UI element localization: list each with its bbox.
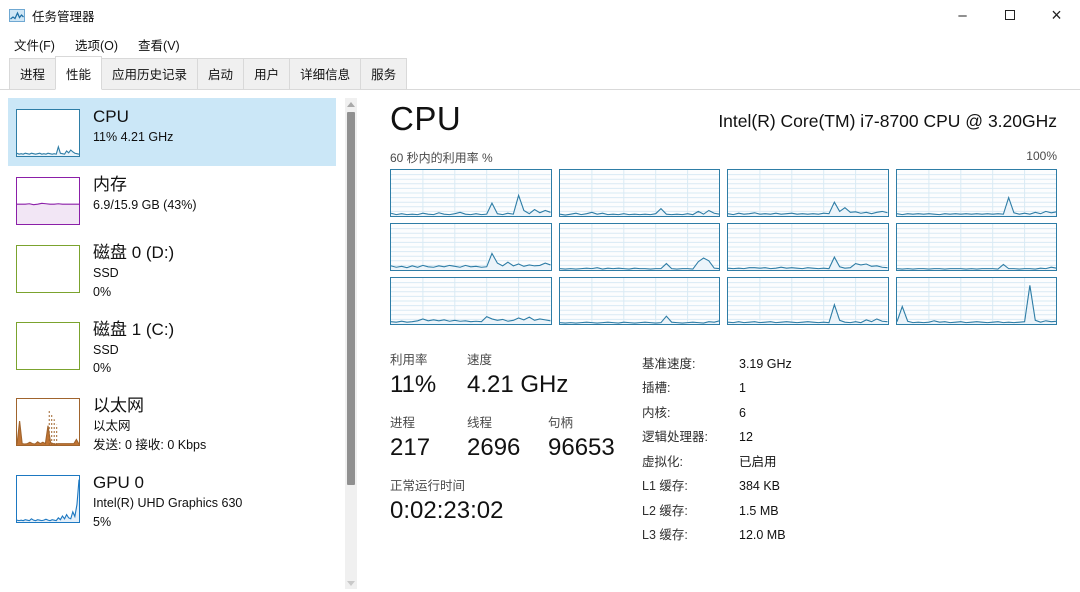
stat-句柄: 句柄 96653 [548,415,615,461]
sidebar-item-disk0[interactable]: 磁盘 0 (D:) SSD 0% [8,234,336,311]
menu-bar: 文件(F) 选项(O) 查看(V) [0,30,1080,59]
cpu-primary-stats: 利用率 11% 速度 4.21 GHz 进程 217 线程 2696 句柄 96653 正常运行时间… [390,349,642,548]
per-core-usage-charts [390,168,1057,325]
sidebar-thumbnail-chart [16,109,80,157]
sidebar-item-subtitle: 0% [93,361,112,376]
sidebar-item-title: 磁盘 0 (D:) [93,243,175,262]
sidebar-thumbnail-chart [16,245,80,293]
sidebar-item-subtitle: SSD [93,342,119,357]
chart-axis-label-left: 60 秒内的利用率 % [390,150,493,165]
sidebar-item-subtitle: 6.9/15.9 GB (43%) [93,198,197,213]
sidebar-item-title: CPU [93,107,129,126]
tab-3[interactable]: 启动 [197,58,245,90]
performance-sidebar: CPU 11% 4.21 GHz 内存 6.9/15.9 GB (43%) 磁盘… [0,90,360,592]
chart-axis-label-right: 100% [1026,148,1057,163]
tab-1[interactable]: 性能 [55,56,103,90]
scrollbar-down-icon[interactable] [345,577,357,589]
core-usage-chart-0 [390,168,552,217]
window-title: 任务管理器 [32,9,95,24]
tab-0[interactable]: 进程 [9,58,57,90]
core-usage-chart-9 [558,276,720,325]
core-usage-chart-10 [727,276,889,325]
scrollbar-up-icon[interactable] [345,98,357,110]
minimize-icon[interactable]: – [958,6,967,24]
sidebar-thumbnail-chart [16,398,80,447]
tab-bar: 进程 性能 应用历史记录 启动 用户 详细信息 服务 [0,56,1080,90]
menu-item-2[interactable]: 查看(V) [138,39,180,53]
core-usage-chart-5 [558,222,720,271]
core-usage-chart-2 [727,168,889,217]
sidebar-item-gpu0[interactable]: GPU 0 Intel(R) UHD Graphics 630 5% [8,464,336,541]
sidebar-item-subtitle: 11% 4.21 GHz [93,130,174,145]
cpu-model-name: Intel(R) Core(TM) i7-8700 CPU @ 3.20GHz [718,110,1057,131]
menu-item-1[interactable]: 选项(O) [74,39,119,53]
title-bar: 任务管理器 – × [0,0,1080,30]
sidebar-item-title: 磁盘 1 (C:) [93,319,175,339]
window-controls: – × [939,0,1080,30]
sidebar-item-title: 以太网 [93,396,144,416]
cpu-secondary-stats: 基准速度: 3.19 GHz 插槽: 1 内核: 6 逻辑处理器: 12 虚拟化: 已启用 L1 缓… [642,349,792,548]
menu-item-0[interactable]: 文件(F) [14,39,55,53]
tab-5[interactable]: 详细信息 [289,58,362,90]
sidebar-item-memory[interactable]: 内存 6.9/15.9 GB (43%) [8,166,336,234]
stat-线程: 线程 2696 [467,415,521,461]
content-area: CPU 11% 4.21 GHz 内存 6.9/15.9 GB (43%) 磁盘… [0,90,1080,592]
stat-利用率: 利用率 11% [390,352,437,398]
app-icon [9,8,25,22]
spec-row: 逻辑处理器: 12 [642,430,753,445]
sidebar-item-subtitle: Intel(R) UHD Graphics 630 [93,495,243,510]
core-usage-chart-1 [558,168,720,217]
spec-row: L1 缓存: 384 KB [642,479,781,494]
sidebar-thumbnail-chart [16,321,80,370]
sidebar-item-subtitle: SSD [93,266,119,281]
page-title: CPU [390,100,462,137]
scrollbar-thumb[interactable] [347,112,355,486]
sidebar-item-subtitle: 5% [93,514,112,529]
core-usage-chart-3 [895,168,1057,217]
tab-4[interactable]: 用户 [243,58,291,90]
core-usage-chart-11 [895,276,1057,325]
sidebar-item-subtitle: 0% [93,284,112,299]
core-usage-chart-8 [390,276,552,325]
tab-2[interactable]: 应用历史记录 [101,58,199,90]
core-usage-chart-6 [727,222,889,271]
spec-row: 内核: 6 [642,405,746,420]
spec-row: L3 缓存: 12.0 MB [642,528,786,543]
cpu-detail-panel: CPU Intel(R) Core(TM) i7-8700 CPU @ 3.20… [360,90,1080,592]
sidebar-thumbnail-chart [16,177,80,225]
sidebar-item-title: GPU 0 [93,472,145,492]
core-usage-chart-4 [390,222,552,271]
spec-row: 基准速度: 3.19 GHz [642,356,792,371]
sidebar-item-disk1[interactable]: 磁盘 1 (C:) SSD 0% [8,311,336,388]
stat-进程: 进程 217 [390,415,431,461]
spec-row: 插槽: 1 [642,381,746,396]
stat-正常运行时间: 正常运行时间 0:02:23:02 [390,478,504,524]
tab-6[interactable]: 服务 [360,58,408,90]
maximize-icon[interactable] [986,0,1033,30]
core-usage-chart-7 [895,222,1057,271]
stat-速度: 速度 4.21 GHz [467,352,569,398]
spec-row: 虚拟化: 已启用 [642,454,777,469]
sidebar-item-title: 内存 [93,175,127,194]
sidebar-scrollbar[interactable] [345,98,357,589]
spec-row: L2 缓存: 1.5 MB [642,503,779,518]
sidebar-item-cpu[interactable]: CPU 11% 4.21 GHz [8,98,336,166]
sidebar-item-subtitle: 以太网 [93,419,131,434]
close-icon[interactable]: × [1051,4,1062,25]
sidebar-item-subtitle: 发送: 0 接收: 0 Kbps [93,438,207,453]
sidebar-thumbnail-chart [16,474,80,523]
sidebar-item-ethernet[interactable]: 以太网 以太网发送: 0 接收: 0 Kbps [8,387,336,464]
